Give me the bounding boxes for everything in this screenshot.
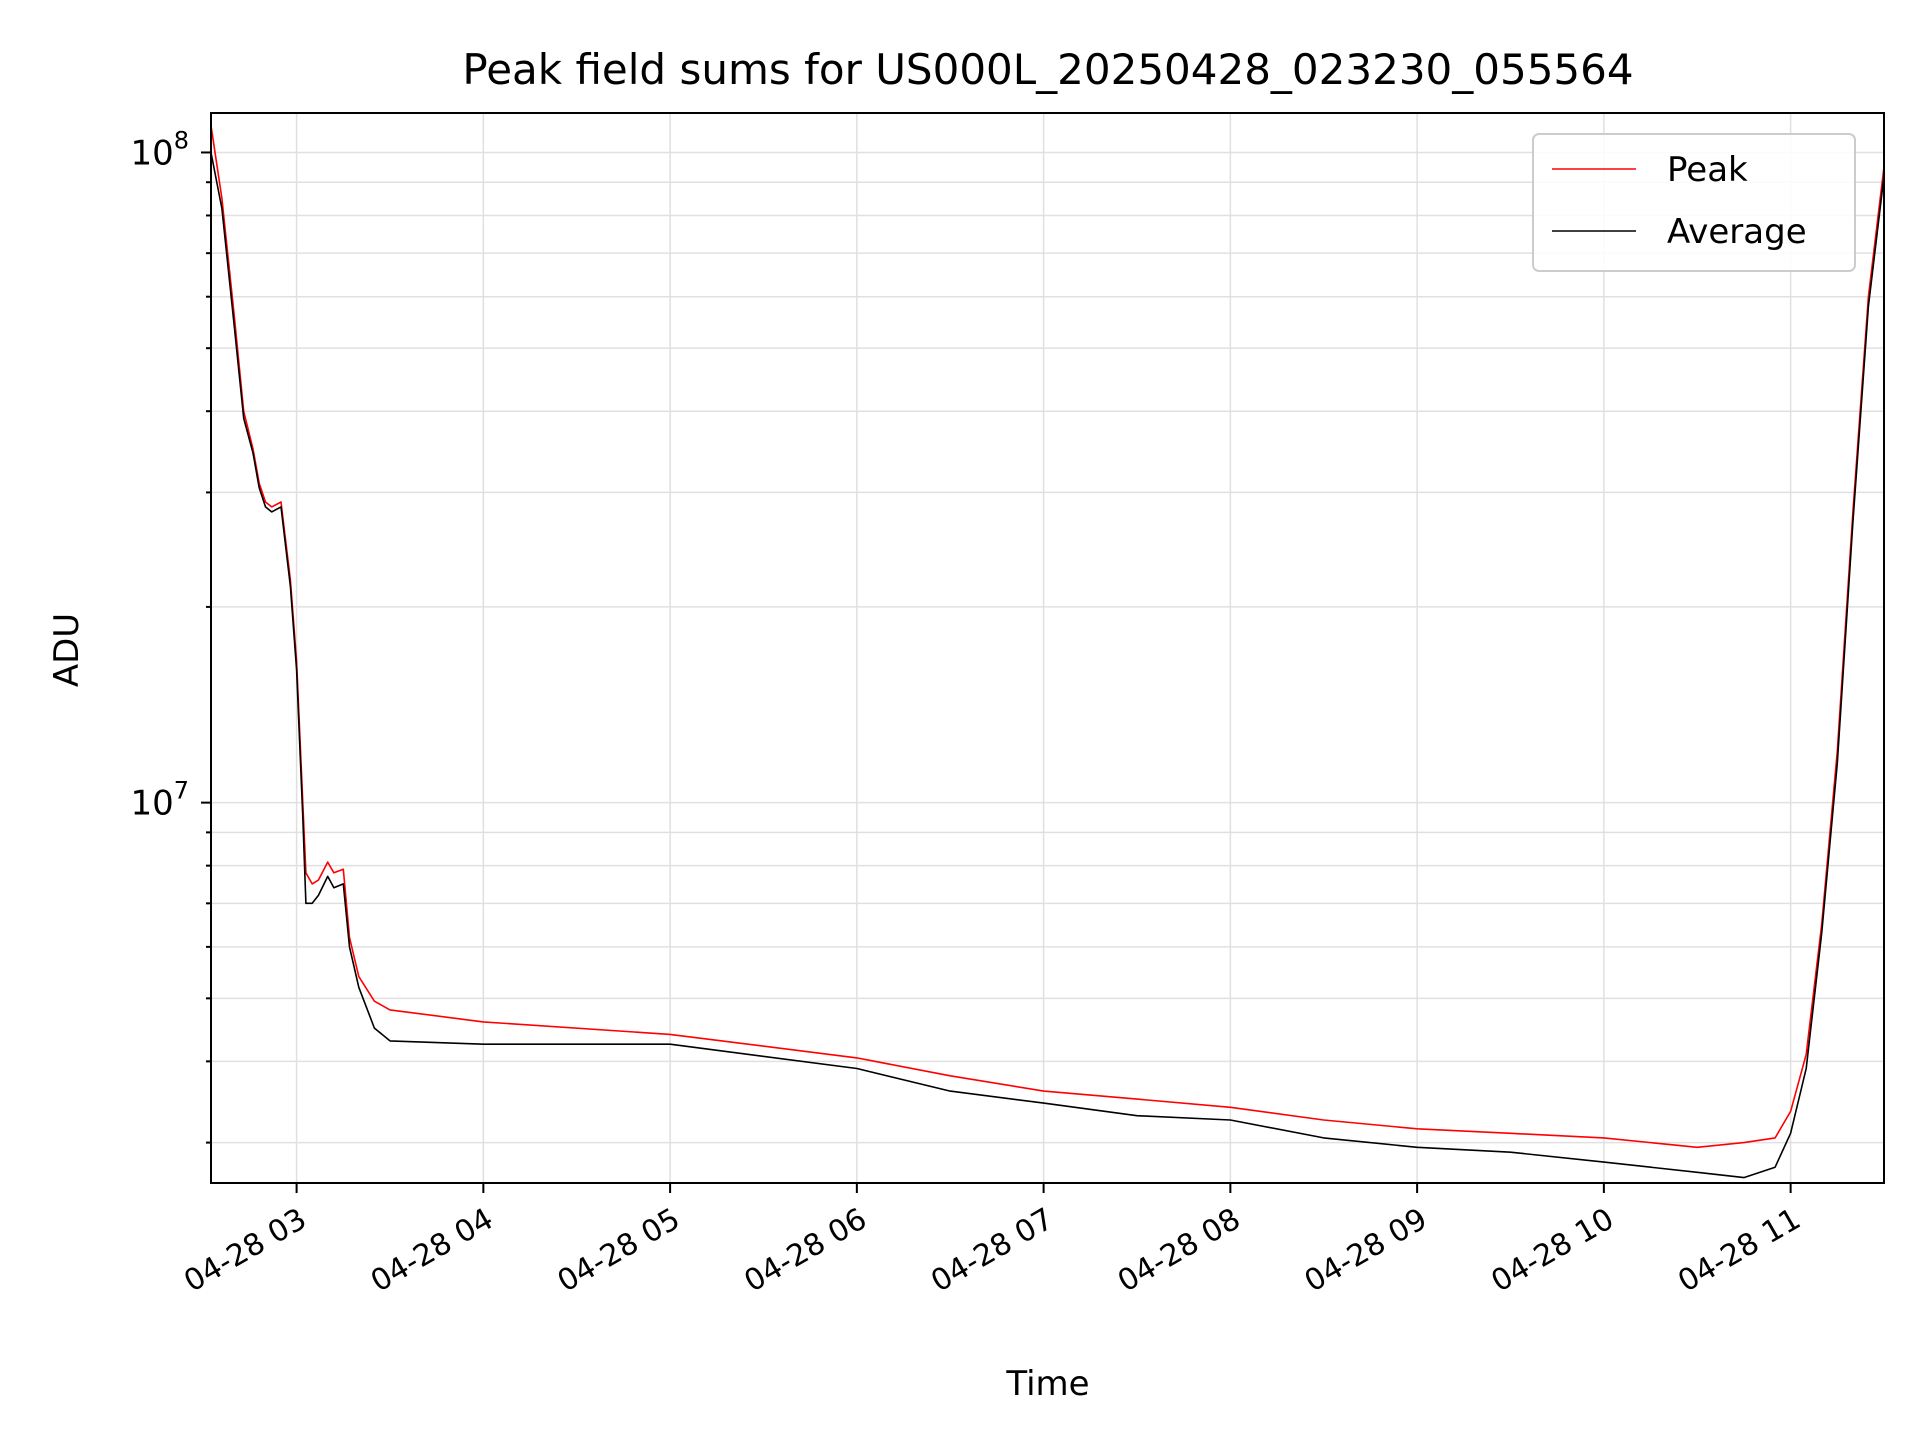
- series-line-average: [210, 152, 1885, 1179]
- series-line-peak: [210, 125, 1885, 1149]
- legend-label-average: Average: [1667, 212, 1807, 252]
- series: [210, 125, 1885, 1179]
- y-tick-label: 107: [130, 777, 189, 824]
- legend-label-peak: Peak: [1667, 150, 1748, 190]
- y-tick-label: 108: [130, 126, 189, 173]
- plot-frame: [210, 112, 1885, 1184]
- legend: Peak Average: [1532, 133, 1856, 272]
- y-axis-label: ADU: [47, 613, 87, 687]
- chart-title: Peak field sums for US000L_20250428_0232…: [462, 45, 1633, 94]
- x-axis-label: Time: [1005, 1364, 1089, 1404]
- y-axis-ticks: 107 108: [130, 126, 211, 1144]
